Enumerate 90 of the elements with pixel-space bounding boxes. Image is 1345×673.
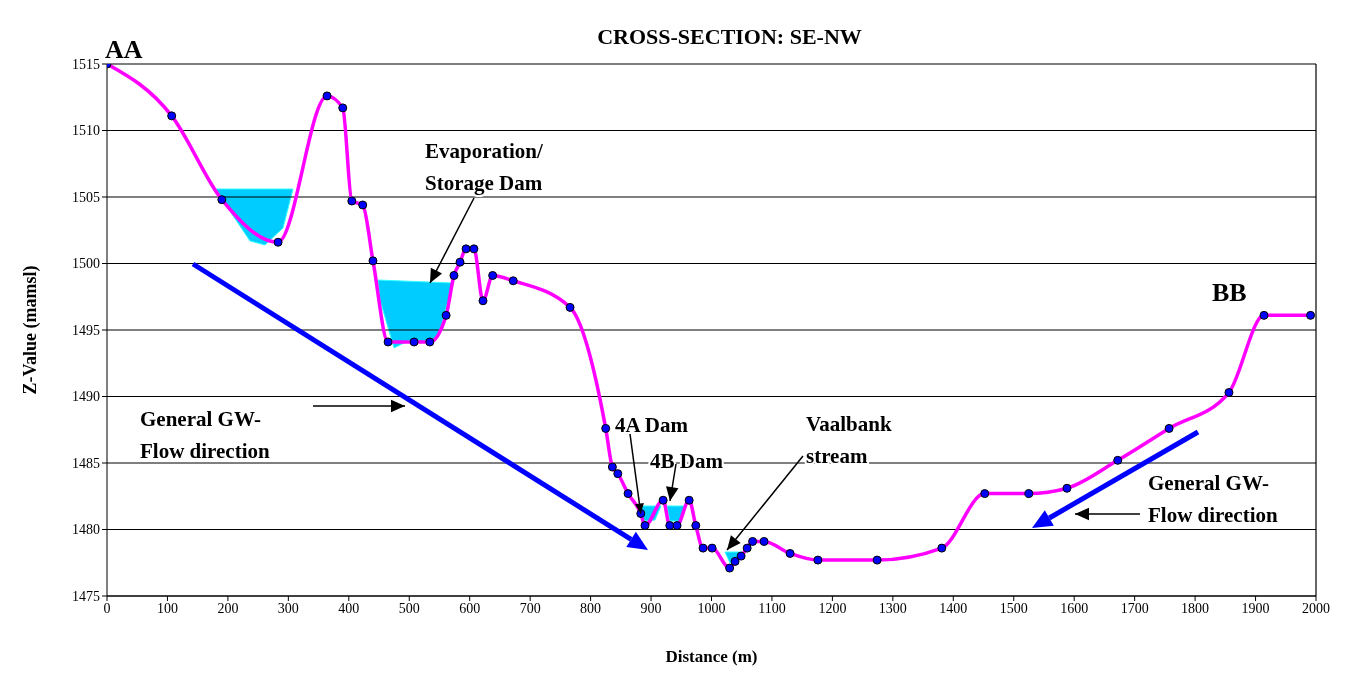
point	[358, 200, 368, 210]
point	[672, 521, 682, 531]
point	[167, 111, 177, 121]
point	[368, 256, 378, 266]
point	[449, 270, 459, 280]
point	[273, 237, 283, 247]
x-tick-label: 400	[338, 600, 360, 616]
y-axis-title: Z-Value (mamsl)	[20, 265, 42, 395]
y-tick-label: 1515	[72, 56, 100, 72]
point	[665, 521, 675, 531]
annotation: AA	[105, 35, 143, 64]
x-tick-label: 200	[217, 600, 239, 616]
x-tick-label: 300	[277, 600, 299, 616]
y-tick-label: 1500	[72, 256, 100, 272]
point	[1224, 388, 1234, 398]
x-axis-title: Distance (m)	[665, 647, 758, 666]
point	[1062, 483, 1072, 493]
x-tick-label: 800	[580, 600, 602, 616]
point	[508, 276, 518, 286]
x-tick-label: 500	[398, 600, 420, 616]
point	[601, 423, 611, 433]
x-tick-label: 1300	[878, 600, 907, 616]
point	[607, 462, 617, 472]
point	[1259, 310, 1269, 320]
point	[813, 555, 823, 565]
point	[478, 296, 488, 306]
x-tick-label: 1800	[1181, 600, 1210, 616]
y-tick-label: 1510	[72, 123, 100, 139]
point	[217, 195, 227, 205]
x-tick-label: 1400	[939, 600, 968, 616]
annotation: General GW- Flow direction	[140, 407, 270, 463]
point	[658, 495, 668, 505]
point	[623, 489, 633, 499]
annotation: General GW- Flow direction	[1148, 471, 1278, 527]
point	[1164, 423, 1174, 433]
x-tick-label: 1100	[758, 600, 786, 616]
point	[322, 91, 332, 101]
x-tick-label: 1700	[1120, 600, 1149, 616]
point	[613, 469, 623, 479]
point	[1024, 489, 1034, 499]
point	[425, 337, 435, 347]
x-tick-label: 600	[459, 600, 481, 616]
point	[707, 543, 717, 553]
point	[691, 521, 701, 531]
annotation: 4B Dam	[650, 449, 724, 473]
point	[469, 244, 479, 254]
x-tick-label: 900	[640, 600, 662, 616]
x-tick-label: 1000	[697, 600, 726, 616]
annotation: 4A Dam	[615, 413, 689, 437]
y-tick-label: 1490	[72, 389, 100, 405]
point	[565, 302, 575, 312]
point	[1113, 455, 1123, 465]
annotation: Evaporation/ Storage Dam	[425, 139, 545, 195]
point	[338, 103, 348, 113]
point	[698, 543, 708, 553]
point	[640, 521, 650, 531]
point	[409, 337, 419, 347]
x-tick-label: 0	[103, 600, 111, 616]
point	[347, 196, 357, 206]
x-tick-label: 1500	[999, 600, 1028, 616]
point	[980, 489, 990, 499]
annotation: BB	[1212, 278, 1247, 308]
point	[455, 257, 465, 267]
point	[1306, 310, 1316, 320]
point	[748, 536, 758, 546]
y-tick-label: 1475	[72, 588, 100, 604]
y-tick-label: 1495	[72, 322, 100, 338]
x-tick-label: 1200	[818, 600, 847, 616]
point	[461, 244, 471, 254]
y-tick-label: 1505	[72, 189, 100, 205]
point	[785, 548, 795, 558]
point	[488, 270, 498, 280]
point	[742, 543, 752, 553]
x-tick-label: 100	[156, 600, 178, 616]
point	[872, 555, 882, 565]
chart-title: CROSS-SECTION: SE-NW	[597, 24, 862, 49]
point	[725, 563, 735, 573]
y-tick-label: 1485	[72, 455, 100, 471]
x-tick-label: 1900	[1241, 600, 1270, 616]
point	[684, 495, 694, 505]
point	[937, 543, 947, 553]
point	[383, 337, 393, 347]
point	[736, 551, 746, 561]
x-tick-label: 2000	[1302, 600, 1330, 616]
x-tick-label: 700	[519, 600, 541, 616]
point	[441, 310, 451, 320]
annotation: Vaalbank stream	[806, 412, 892, 468]
y-tick-label: 1480	[72, 522, 100, 538]
x-tick-label: 1600	[1060, 600, 1089, 616]
point	[759, 536, 769, 546]
